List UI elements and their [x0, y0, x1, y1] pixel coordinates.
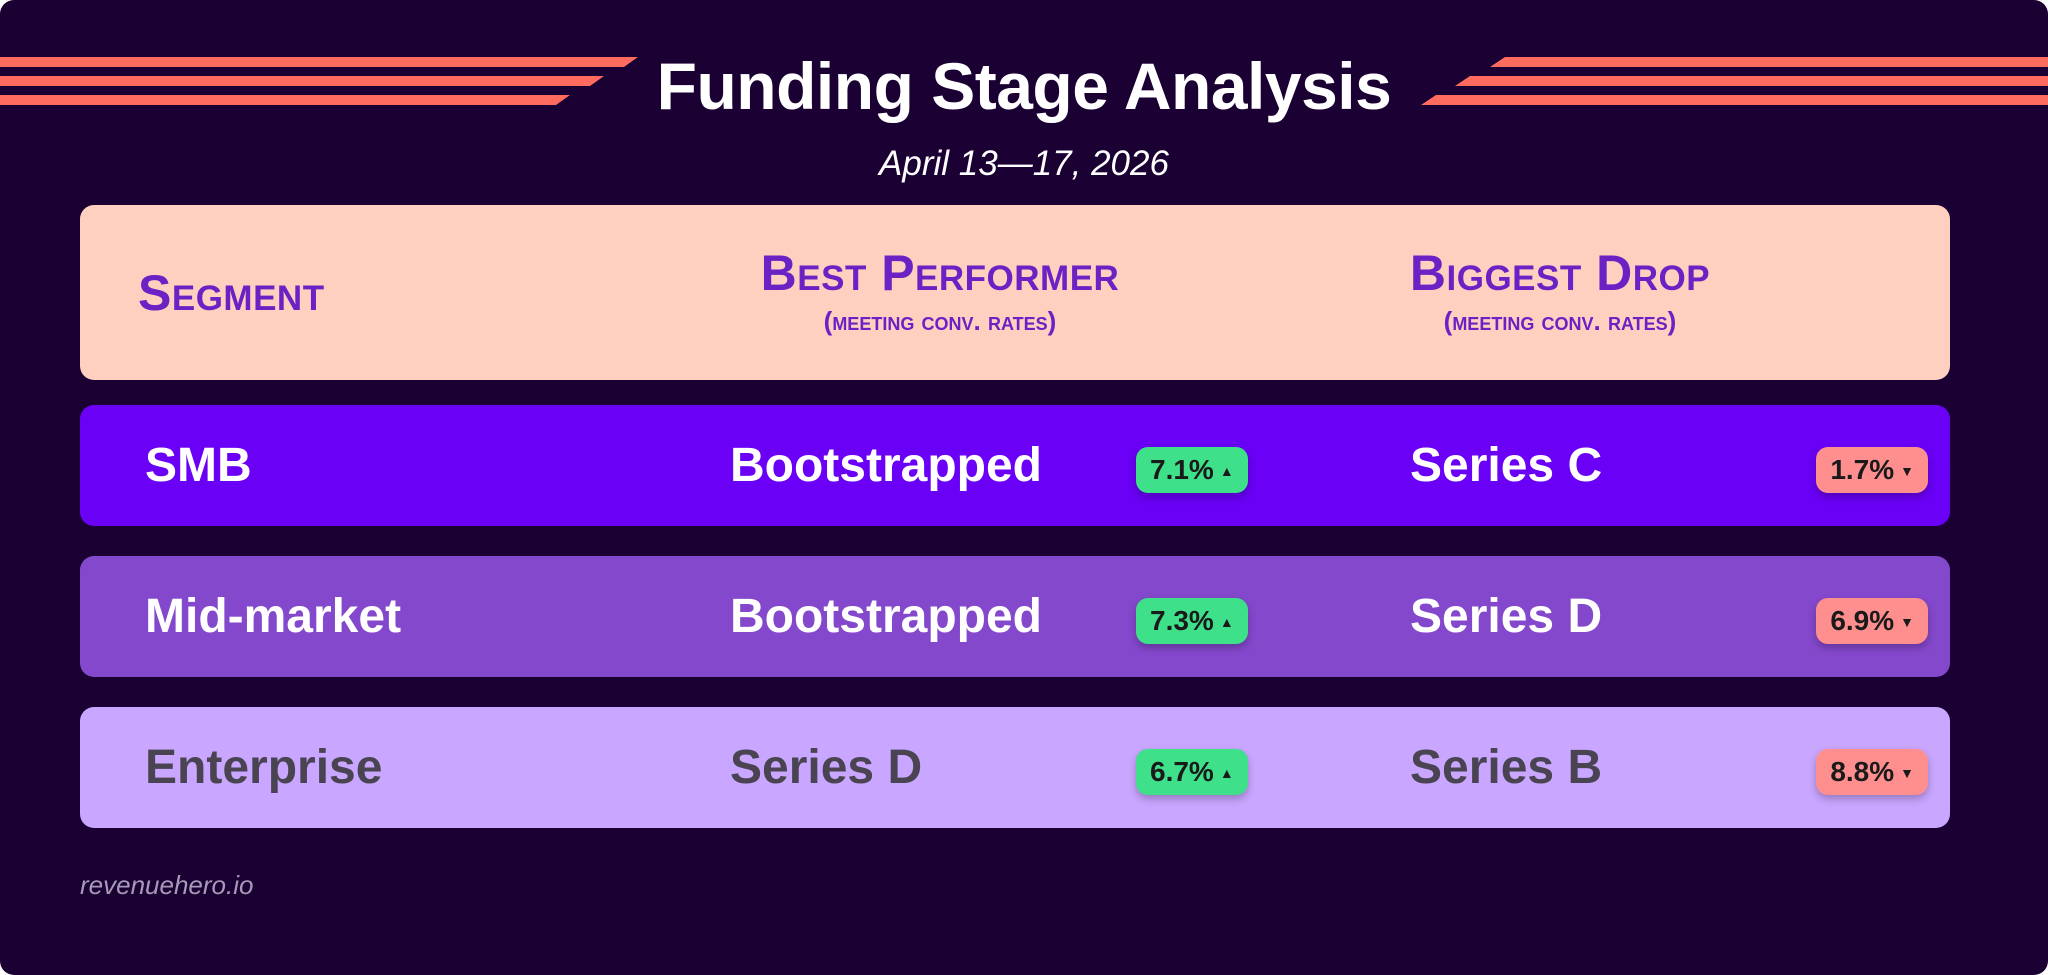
biggest-drop-stage: Series B [1410, 741, 1603, 794]
increase-badge: 7.1% ▲ [1136, 447, 1248, 493]
decrease-value: 1.7% [1830, 454, 1895, 485]
header-segment-label: Segment [138, 265, 325, 321]
stripe-left-1 [0, 57, 638, 67]
decrease-value: 6.9% [1830, 605, 1895, 636]
arrow-down-icon: ▼ [1900, 463, 1914, 479]
biggest-drop-stage: Series D [1410, 590, 1603, 643]
header-biggest-drop: Biggest Drop (meeting conv. rates) [1340, 245, 1780, 337]
stripe-right-1 [1490, 57, 2048, 67]
stripe-left-3 [0, 95, 570, 105]
increase-badge: 7.3% ▲ [1136, 598, 1248, 644]
header-segment: Segment [138, 265, 325, 321]
increase-value: 7.1% [1150, 454, 1214, 485]
header-biggest-drop-label: Biggest Drop [1409, 245, 1711, 301]
segment-name: SMB [145, 439, 252, 492]
decrease-badge: 6.9% ▼ [1816, 598, 1928, 644]
biggest-drop-stage: Series C [1410, 439, 1603, 492]
best-performer-stage: Bootstrapped [730, 439, 1042, 492]
increase-value: 6.7% [1150, 756, 1214, 787]
arrow-up-icon: ▲ [1219, 765, 1234, 781]
date-range: April 13—17, 2026 [879, 144, 1169, 183]
page-title: Funding Stage Analysis [656, 49, 1392, 123]
decrease-value: 8.8% [1830, 756, 1895, 787]
stripe-left-2 [0, 76, 604, 86]
stripe-right-3 [1421, 95, 2048, 105]
header-best-performer-sub: (meeting conv. rates) [823, 306, 1057, 336]
increase-badge: 6.7% ▲ [1136, 749, 1248, 795]
table-row-mid-market: Mid-market Bootstrapped 7.3% ▲ Series D 6… [80, 556, 1950, 677]
best-performer-stage: Bootstrapped [730, 590, 1042, 643]
arrow-up-icon: ▲ [1219, 614, 1234, 630]
segment-name: Enterprise [145, 741, 383, 794]
segment-name: Mid-market [145, 590, 402, 643]
table-row-enterprise: Enterprise Series D 6.7% ▲ Series B 8.8% ▼ [80, 707, 1950, 828]
decrease-badge: 1.7% ▼ [1816, 447, 1928, 493]
increase-value: 7.3% [1150, 605, 1214, 636]
source-credit: revenuehero.io [80, 870, 254, 900]
decorative-stripes [0, 57, 2048, 105]
table-row-smb: SMB Bootstrapped 7.1% ▲ Series C 1.7% ▼ [80, 405, 1950, 526]
decrease-badge: 8.8% ▼ [1816, 749, 1928, 795]
header-biggest-drop-sub: (meeting conv. rates) [1443, 306, 1677, 336]
arrow-down-icon: ▼ [1900, 614, 1914, 630]
arrow-up-icon: ▲ [1219, 463, 1234, 479]
table-header: Segment Best Performer (meeting conv. ra… [80, 205, 1950, 380]
header-best-performer-label: Best Performer [760, 245, 1120, 301]
header-best-performer: Best Performer (meeting conv. rates) [680, 245, 1200, 337]
arrow-down-icon: ▼ [1900, 765, 1914, 781]
stripe-right-2 [1455, 76, 2048, 86]
best-performer-stage: Series D [730, 741, 923, 794]
